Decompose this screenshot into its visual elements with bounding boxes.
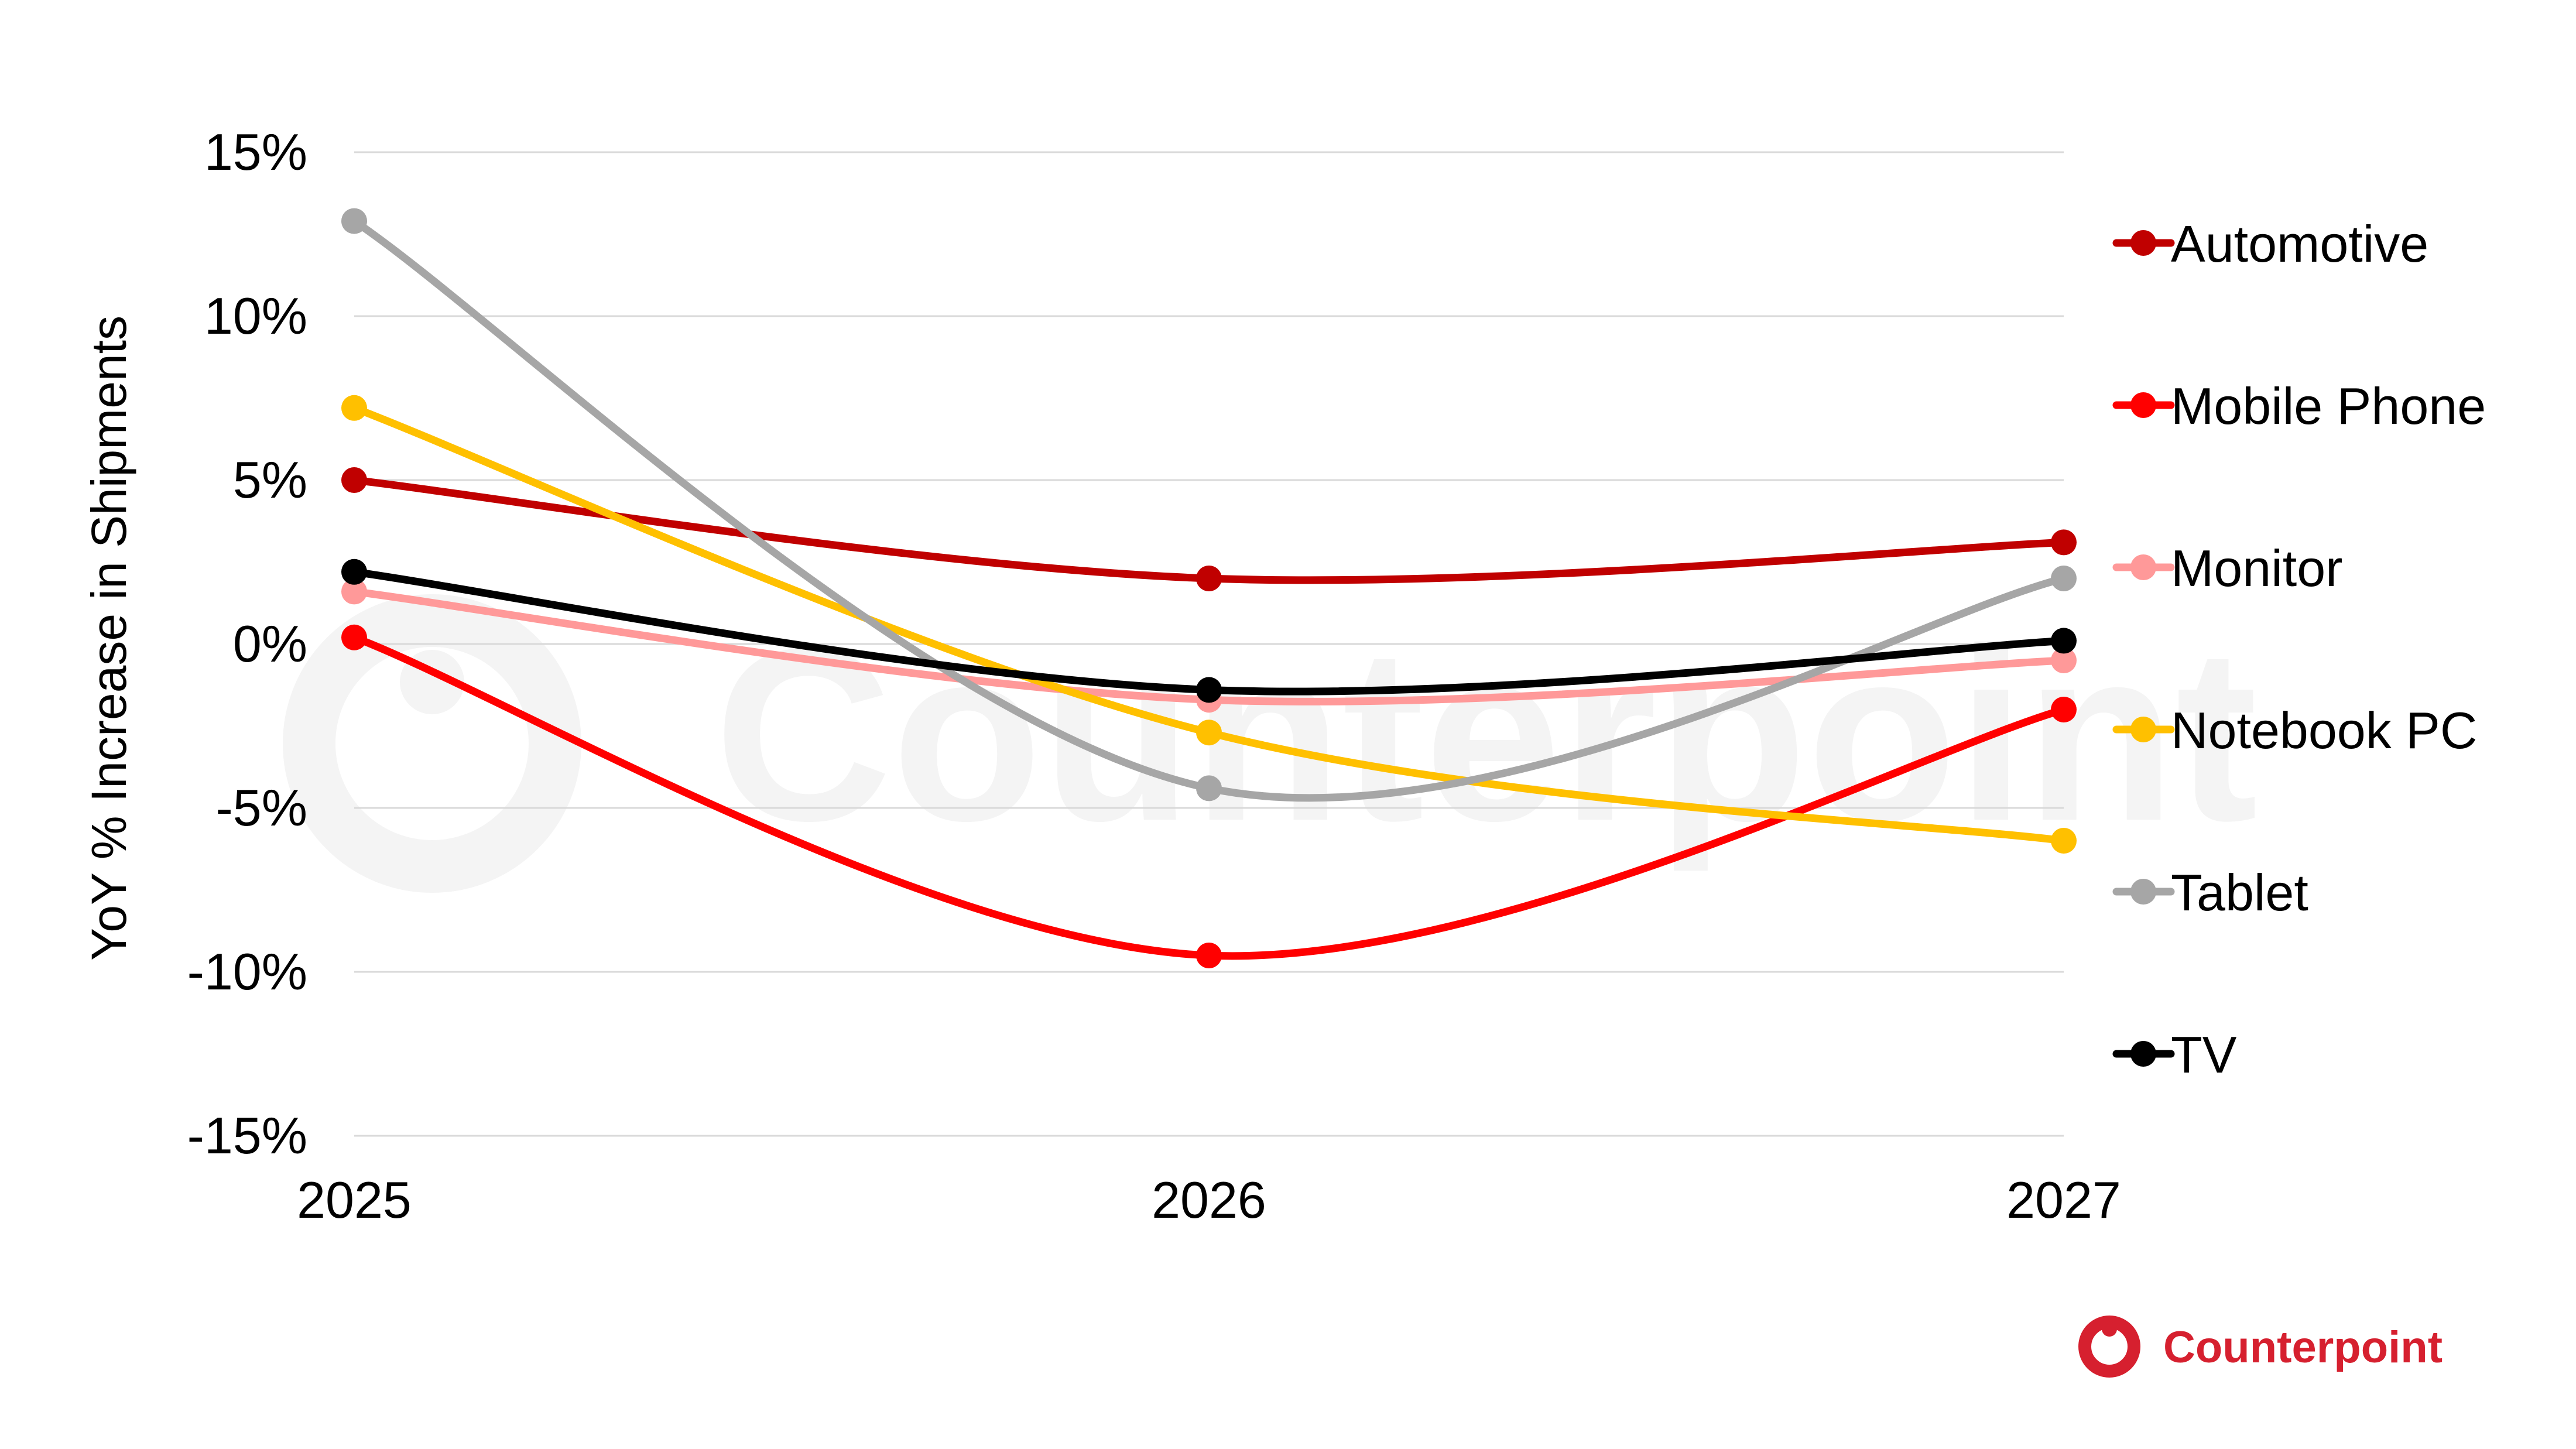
legend-item-mobile-phone: Mobile Phone bbox=[2112, 377, 2486, 435]
data-point-tablet bbox=[341, 208, 367, 234]
legend-item-monitor: Monitor bbox=[2112, 539, 2342, 597]
y-tick-label: 0% bbox=[233, 615, 307, 673]
data-point-tablet bbox=[2051, 566, 2077, 591]
data-point-mobile-phone bbox=[341, 624, 367, 650]
brand-name: Counterpoint bbox=[2163, 1323, 2443, 1372]
legend-marker bbox=[2130, 392, 2156, 418]
x-axis-ticks: 2025 2026 2027 bbox=[297, 1171, 2121, 1229]
series-lines bbox=[341, 208, 2077, 968]
legend-marker bbox=[2130, 1041, 2156, 1067]
legend-item-automotive: Automotive bbox=[2112, 215, 2428, 273]
data-point-tv bbox=[2051, 628, 2077, 654]
data-point-monitor bbox=[2051, 648, 2077, 673]
legend-label: Notebook PC bbox=[2171, 701, 2477, 759]
counterpoint-logo: Counterpoint bbox=[2078, 1316, 2443, 1378]
data-point-automotive bbox=[1196, 566, 1222, 591]
legend-label: Monitor bbox=[2171, 539, 2342, 597]
legend-label: Mobile Phone bbox=[2171, 377, 2486, 435]
data-point-mobile-phone bbox=[2051, 697, 2077, 722]
y-tick-label: -5% bbox=[216, 779, 308, 837]
y-tick-label: 10% bbox=[204, 287, 307, 345]
x-tick-label: 2026 bbox=[1152, 1171, 1266, 1229]
legend-marker bbox=[2130, 554, 2156, 580]
series-automotive bbox=[341, 467, 2077, 591]
data-point-notebook-pc bbox=[341, 395, 367, 421]
legend-marker bbox=[2130, 717, 2156, 742]
gridlines bbox=[354, 151, 2064, 1137]
legend-label: Automotive bbox=[2171, 215, 2428, 273]
data-point-notebook-pc bbox=[1196, 720, 1222, 746]
y-tick-label: -10% bbox=[187, 943, 307, 1001]
legend-marker bbox=[2130, 230, 2156, 256]
legend-item-tablet: Tablet bbox=[2112, 864, 2308, 922]
legend-item-notebook-pc: Notebook PC bbox=[2112, 701, 2477, 759]
y-tick-label: 15% bbox=[204, 123, 307, 181]
legend: Automotive Mobile Phone Monitor Notebook PC… bbox=[2112, 215, 2486, 1084]
data-point-mobile-phone bbox=[1196, 943, 1222, 968]
legend-item-tv: TV bbox=[2112, 1026, 2237, 1084]
y-axis-ticks: 15% 10% 5% 0% -5% -10% -15% bbox=[187, 123, 307, 1164]
data-point-monitor bbox=[341, 578, 367, 605]
data-point-automotive bbox=[341, 467, 367, 493]
series-notebook-pc bbox=[341, 395, 2077, 854]
y-tick-label: -15% bbox=[187, 1107, 307, 1164]
data-point-tablet bbox=[1196, 775, 1222, 801]
series-tv bbox=[341, 559, 2077, 703]
y-axis-title: YoY % Increase in Shipments bbox=[81, 316, 136, 961]
data-point-notebook-pc bbox=[2051, 828, 2077, 854]
y-tick-label: 5% bbox=[233, 451, 307, 509]
watermark-text: Counterpoint bbox=[714, 598, 2258, 873]
series-mobile-phone bbox=[341, 624, 2077, 968]
data-point-automotive bbox=[2051, 529, 2077, 556]
legend-label: TV bbox=[2171, 1026, 2237, 1084]
series-line-automotive bbox=[350, 476, 2068, 584]
x-tick-label: 2025 bbox=[297, 1171, 412, 1229]
data-point-tv bbox=[341, 559, 367, 585]
legend-marker bbox=[2130, 879, 2156, 905]
data-point-tv bbox=[1196, 677, 1222, 703]
x-tick-label: 2027 bbox=[2006, 1171, 2121, 1229]
legend-label: Tablet bbox=[2171, 864, 2308, 922]
